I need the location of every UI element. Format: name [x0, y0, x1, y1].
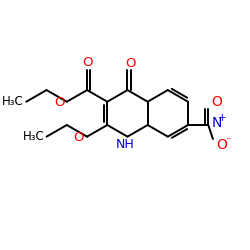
Text: NH: NH [116, 138, 134, 151]
Text: O: O [212, 95, 222, 109]
Text: ⁻: ⁻ [225, 136, 231, 146]
Text: O: O [54, 96, 64, 109]
Text: O: O [82, 56, 92, 69]
Text: H₃C: H₃C [22, 130, 44, 143]
Text: O: O [73, 131, 84, 144]
Text: O: O [126, 57, 136, 70]
Text: N: N [212, 116, 222, 130]
Text: O: O [216, 138, 227, 152]
Text: +: + [218, 114, 227, 124]
Text: H₃C: H₃C [2, 95, 24, 108]
